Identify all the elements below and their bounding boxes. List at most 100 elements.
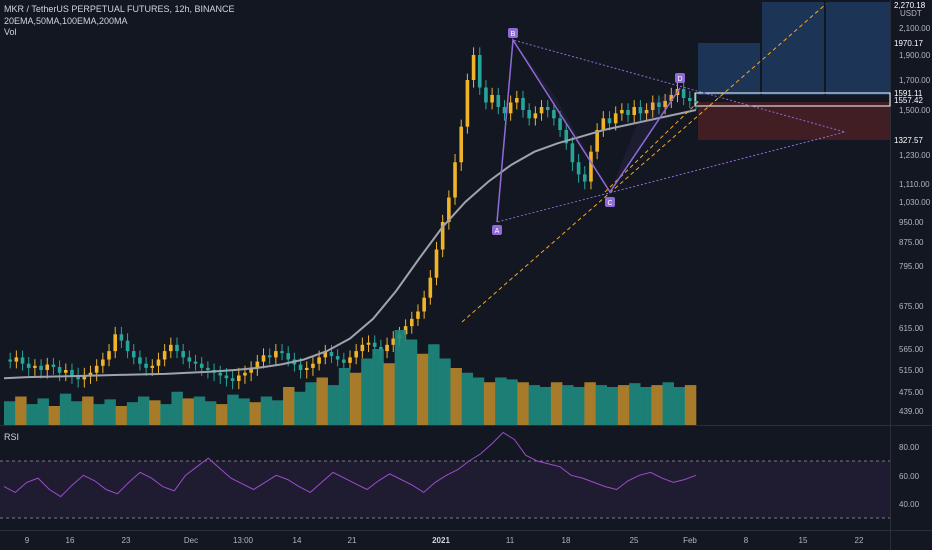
indicator-legend[interactable]: 20EMA,50MA,100EMA,200MA <box>4 16 128 26</box>
candle-body <box>515 98 519 103</box>
rsi-legend[interactable]: RSI <box>4 432 20 442</box>
volume-bar <box>294 391 306 425</box>
rsi-line[interactable] <box>3 431 697 498</box>
pattern-point-d[interactable]: D <box>675 73 685 83</box>
candle-body <box>218 372 223 376</box>
target-zone-1[interactable] <box>698 43 760 95</box>
pattern-point-c[interactable]: C <box>605 197 615 207</box>
price-tick-label: 615.00 <box>899 324 924 333</box>
candle-body <box>243 372 247 376</box>
time-axis[interactable]: 9 16 23 Dec 13:00 14 21 2021 11 18 25 Feb 8 15 22 <box>25 536 864 545</box>
candle-body <box>508 102 513 114</box>
candle-body <box>663 101 667 107</box>
candle-body <box>342 359 346 363</box>
rsi-scale: 80.00 60.00 40.00 <box>899 443 920 509</box>
candle-body <box>620 110 624 114</box>
volume-bar <box>562 385 574 425</box>
candle-body <box>39 365 43 370</box>
candle-body <box>298 364 303 370</box>
volume-legend[interactable]: Vol <box>4 27 17 37</box>
price-scale[interactable]: 2,100.00 1,900.00 1,700.00 1,500.00 1,230.00… <box>899 24 931 416</box>
time-label: 11 <box>506 536 515 545</box>
time-label: 22 <box>855 536 864 545</box>
candle-body <box>527 110 531 119</box>
svg-text:C: C <box>607 200 612 207</box>
candle-body <box>465 80 470 127</box>
candle-body <box>354 351 358 358</box>
candle-body <box>162 351 167 360</box>
volume-bar <box>573 387 585 425</box>
candle-body <box>589 151 593 182</box>
volume-bar <box>193 396 206 425</box>
candle-body <box>477 55 482 88</box>
price-tick-label: 1,700.00 <box>899 76 931 85</box>
volume-bar <box>305 382 317 425</box>
target-zone-2[interactable] <box>762 2 824 95</box>
candle-body <box>57 367 62 373</box>
candle-body <box>187 357 192 362</box>
candle-body <box>607 118 612 124</box>
candle-body <box>601 118 606 130</box>
candle-body <box>570 143 575 163</box>
candle-body <box>329 351 334 357</box>
candle-body <box>539 107 544 114</box>
volume-bar <box>48 406 61 425</box>
price-tick-label: 2,100.00 <box>899 24 931 33</box>
candle-body <box>230 378 235 381</box>
candle-body <box>484 87 488 103</box>
price-tick-label: 875.00 <box>899 238 924 247</box>
volume-bar <box>283 387 295 425</box>
candle-body <box>107 351 111 360</box>
candle-body <box>70 370 74 376</box>
trend-line-up[interactable] <box>461 3 827 323</box>
candle-body <box>8 359 12 362</box>
candle-body <box>304 367 309 370</box>
candle-body <box>558 118 562 130</box>
candle-body <box>434 249 439 278</box>
candle-body <box>274 351 278 358</box>
volume-bar <box>115 406 128 425</box>
price-tag-current: 1591.11 <box>894 89 923 98</box>
candle-body <box>490 95 494 103</box>
candle-body <box>175 344 179 352</box>
volume-bar <box>673 387 686 425</box>
volume-bar <box>405 339 418 425</box>
price-tick-label: 475.00 <box>899 388 924 397</box>
volume-bar <box>227 394 239 425</box>
chart-title: MKR / TetherUS PERPETUAL FUTURES, 12h, B… <box>4 4 235 14</box>
volume-bar <box>238 398 250 425</box>
stop-zone[interactable] <box>698 102 890 140</box>
candle-body <box>76 375 80 380</box>
candle-body <box>669 95 674 101</box>
candle-body <box>45 364 50 370</box>
price-tick-label: 1,110.00 <box>899 180 930 189</box>
volume-bar <box>182 398 195 425</box>
price-tick-label: 439.00 <box>899 407 924 416</box>
svg-text:A: A <box>495 228 500 235</box>
pattern-point-b[interactable]: B <box>508 28 518 38</box>
candle-body <box>267 355 272 358</box>
candle-body <box>348 357 352 363</box>
volume-group <box>4 330 697 425</box>
time-label: Feb <box>683 536 697 545</box>
pattern-point-a[interactable]: A <box>492 225 502 235</box>
candle-body <box>193 361 198 364</box>
time-label: 9 <box>25 536 30 545</box>
target-zone-3[interactable] <box>826 2 890 95</box>
volume-bar <box>584 382 596 425</box>
volume-bar <box>606 387 619 425</box>
price-tick-label: 950.00 <box>899 218 924 227</box>
price-tick-label: 1,030.00 <box>899 198 931 207</box>
candle-body <box>582 174 587 182</box>
currency-label: USDT <box>900 9 922 18</box>
price-tick-label: 565.00 <box>899 345 924 354</box>
time-label: 23 <box>122 536 131 545</box>
volume-bar <box>204 401 217 425</box>
candle-body <box>150 365 155 368</box>
moving-average-line[interactable] <box>3 109 697 380</box>
volume-bar <box>629 383 641 425</box>
entry-box[interactable] <box>694 92 891 107</box>
abcd-pattern[interactable] <box>496 37 681 223</box>
candle-body <box>119 334 124 341</box>
